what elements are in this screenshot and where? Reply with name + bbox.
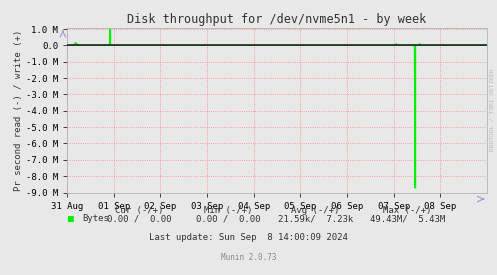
- Title: Disk throughput for /dev/nvme5n1 - by week: Disk throughput for /dev/nvme5n1 - by we…: [127, 13, 427, 26]
- Text: RRDTOOL / TOBI OETIKER: RRDTOOL / TOBI OETIKER: [490, 69, 495, 151]
- Y-axis label: Pr second read (-) / write (+): Pr second read (-) / write (+): [14, 29, 23, 191]
- Text: Last update: Sun Sep  8 14:00:09 2024: Last update: Sun Sep 8 14:00:09 2024: [149, 233, 348, 242]
- Text: Munin 2.0.73: Munin 2.0.73: [221, 253, 276, 262]
- Text: ■: ■: [68, 214, 74, 224]
- Text: Bytes: Bytes: [82, 214, 109, 223]
- Text: 49.43M/  5.43M: 49.43M/ 5.43M: [370, 214, 445, 223]
- Text: Cur (-/+): Cur (-/+): [115, 206, 164, 215]
- Text: Avg (-/+): Avg (-/+): [291, 206, 340, 215]
- Text: 0.00 /  0.00: 0.00 / 0.00: [107, 214, 171, 223]
- Text: 0.00 /  0.00: 0.00 / 0.00: [196, 214, 261, 223]
- Text: 21.59k/  7.23k: 21.59k/ 7.23k: [278, 214, 353, 223]
- Text: Min (-/+): Min (-/+): [204, 206, 253, 215]
- Text: Max (-/+): Max (-/+): [383, 206, 432, 215]
